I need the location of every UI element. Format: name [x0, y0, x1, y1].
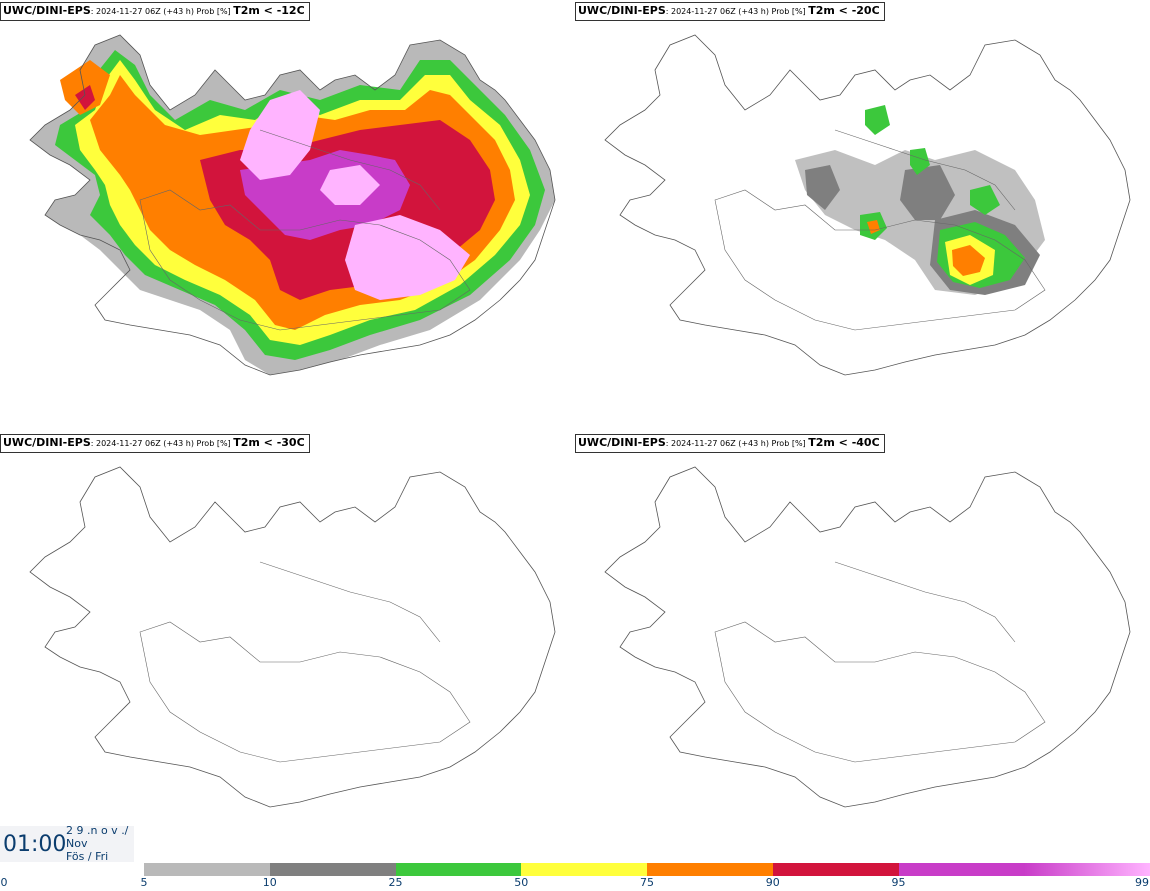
- legend-color-segment: [1024, 863, 1150, 876]
- legend-color-segment: [647, 863, 773, 876]
- valid-time-clock: 01:00: [3, 832, 67, 857]
- legend-color-segment: [269, 863, 396, 876]
- run-info: : 2024-11-27 06Z (+43 h) Prob [%]: [665, 7, 809, 16]
- run-info: : 2024-11-27 06Z (+43 h) Prob [%]: [665, 439, 809, 448]
- valid-date-month: Nov: [66, 837, 88, 850]
- run-info: : 2024-11-27 06Z (+43 h) Prob [%]: [90, 439, 234, 448]
- legend-tick-label: 99: [1135, 876, 1149, 889]
- legend-color-segment: [144, 863, 270, 876]
- variable-label: T2m < -20C: [808, 4, 880, 17]
- run-info: : 2024-11-27 06Z (+43 h) Prob [%]: [90, 7, 234, 16]
- legend-tick-label: 0: [0, 876, 8, 889]
- valid-date-line-1: 2 9 .n o v ./: [66, 826, 129, 837]
- iceland-map: [29, 34, 556, 376]
- legend-color-segment: [395, 863, 522, 876]
- legend-color-segment: [772, 863, 899, 876]
- iceland-map: [604, 466, 1131, 808]
- legend-tick-label: 50: [514, 876, 529, 889]
- map-panel-t2m-below-12c: UWC/DINI-EPS: 2024-11-27 06Z (+43 h) Pro…: [0, 0, 575, 430]
- model-name: UWC/DINI-EPS: [578, 436, 666, 449]
- legend-tick-label: 5: [140, 876, 148, 889]
- legend-tick-label: 90: [765, 876, 780, 889]
- panel-title: UWC/DINI-EPS: 2024-11-27 06Z (+43 h) Pro…: [0, 434, 310, 453]
- panel-title: UWC/DINI-EPS: 2024-11-27 06Z (+43 h) Pro…: [0, 2, 310, 21]
- variable-label: T2m < -40C: [808, 436, 880, 449]
- map-panel-t2m-below-20c: UWC/DINI-EPS: 2024-11-27 06Z (+43 h) Pro…: [575, 0, 1150, 430]
- model-name: UWC/DINI-EPS: [3, 436, 91, 449]
- legend-color-segment: [521, 863, 647, 876]
- model-name: UWC/DINI-EPS: [3, 4, 91, 17]
- map-panel-t2m-below-30c: UWC/DINI-EPS: 2024-11-27 06Z (+43 h) Pro…: [0, 432, 575, 862]
- panel-title: UWC/DINI-EPS: 2024-11-27 06Z (+43 h) Pro…: [575, 434, 885, 453]
- legend-color-segment: [898, 863, 1025, 876]
- legend-tick-label: 75: [640, 876, 654, 889]
- map-panel-t2m-below-40c: UWC/DINI-EPS: 2024-11-27 06Z (+43 h) Pro…: [575, 432, 1150, 862]
- valid-date-weekday: Fös / Fri: [66, 850, 109, 863]
- iceland-map: [29, 466, 556, 808]
- valid-time-box: 01:00 2 9 .n o v ./ Nov Fös / Fri: [0, 826, 134, 862]
- legend-tick-label: 95: [891, 876, 906, 889]
- probability-legend-bar: [144, 863, 1150, 876]
- model-name: UWC/DINI-EPS: [578, 4, 666, 17]
- iceland-map: [604, 34, 1131, 376]
- panel-title: UWC/DINI-EPS: 2024-11-27 06Z (+43 h) Pro…: [575, 2, 885, 21]
- variable-label: T2m < -30C: [233, 436, 305, 449]
- legend-tick-label: 10: [262, 876, 277, 889]
- legend-tick-label: 25: [388, 876, 403, 889]
- variable-label: T2m < -12C: [233, 4, 305, 17]
